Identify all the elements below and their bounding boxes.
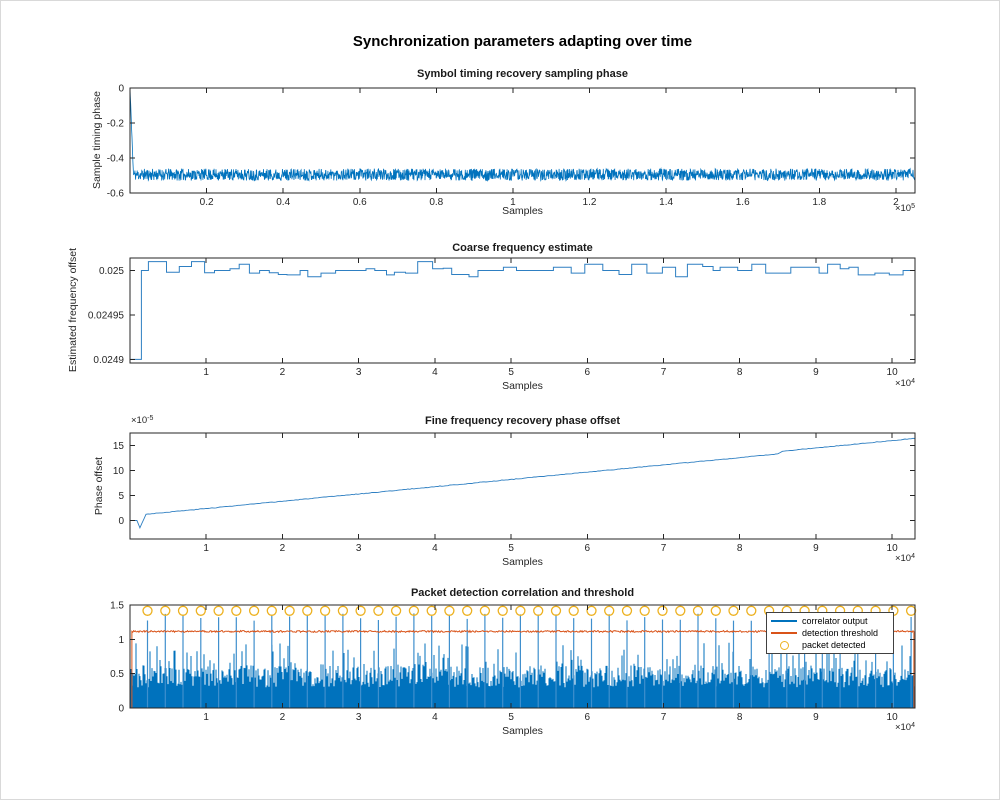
y-axis-label-sample-timing-phase: Sample timing phase: [91, 90, 103, 190]
svg-text:5: 5: [508, 543, 514, 554]
svg-text:15: 15: [113, 441, 125, 452]
legend-row-detection-threshold: detection threshold: [769, 627, 891, 639]
exponent-base: ×10: [131, 415, 148, 426]
exponent-power: 4: [911, 377, 915, 385]
legend-row-correlator-output: correlator output: [769, 615, 891, 627]
svg-text:0: 0: [118, 516, 124, 527]
svg-text:3: 3: [356, 367, 362, 378]
svg-text:9: 9: [813, 712, 819, 723]
y-axis-label-estimated-frequency-offset: Estimated frequency offset: [67, 247, 79, 373]
svg-text:1: 1: [203, 367, 209, 378]
svg-text:2: 2: [893, 197, 899, 208]
chart-title-packet-detection: Packet detection correlation and thresho…: [410, 587, 635, 599]
svg-text:1: 1: [203, 712, 209, 723]
svg-text:0.5: 0.5: [110, 669, 124, 680]
packet-marker-icon: [779, 640, 789, 650]
legend-label: packet detected: [802, 640, 866, 650]
svg-text:0: 0: [118, 84, 124, 95]
svg-text:0.6: 0.6: [353, 197, 367, 208]
exponent-power: -5: [147, 414, 154, 422]
svg-text:8: 8: [737, 367, 743, 378]
svg-text:5: 5: [508, 712, 514, 723]
svg-text:1: 1: [203, 543, 209, 554]
x-axis-label-samples-4: Samples: [502, 725, 543, 737]
svg-text:1: 1: [510, 197, 516, 208]
figure-title: Synchronization parameters adapting over…: [352, 33, 693, 50]
svg-text:4: 4: [432, 367, 438, 378]
svg-text:0.4: 0.4: [276, 197, 290, 208]
y-axis-exponent-3: ×10-5: [131, 414, 154, 427]
svg-text:-0.2: -0.2: [107, 119, 125, 130]
exponent-power: 4: [911, 721, 915, 729]
svg-text:6: 6: [585, 367, 591, 378]
x-axis-label-samples-3: Samples: [502, 556, 543, 568]
x-axis-exponent-3: ×104: [130, 552, 915, 565]
svg-text:0.02495: 0.02495: [88, 310, 125, 321]
x-axis-label-samples-2: Samples: [502, 380, 543, 392]
svg-text:9: 9: [813, 367, 819, 378]
chart-title-fine-frequency: Fine frequency recovery phase offset: [424, 415, 620, 427]
svg-text:3: 3: [356, 543, 362, 554]
exponent-base: ×10: [894, 378, 912, 389]
svg-text:6: 6: [585, 712, 591, 723]
svg-text:7: 7: [661, 367, 667, 378]
svg-text:2: 2: [280, 367, 286, 378]
svg-text:7: 7: [661, 712, 667, 723]
svg-text:3: 3: [356, 712, 362, 723]
x-axis-exponent-2: ×104: [130, 377, 915, 390]
x-axis-label-samples-1: Samples: [502, 205, 543, 217]
svg-text:0: 0: [118, 704, 124, 715]
svg-text:1.6: 1.6: [736, 197, 750, 208]
svg-text:9: 9: [813, 543, 819, 554]
svg-text:2: 2: [280, 712, 286, 723]
svg-text:1.5: 1.5: [110, 601, 124, 612]
svg-text:5: 5: [508, 367, 514, 378]
legend-label: detection threshold: [802, 628, 879, 638]
threshold-line-swatch: [771, 632, 797, 634]
svg-text:1: 1: [118, 635, 124, 646]
svg-text:5: 5: [118, 491, 124, 502]
exponent-base: ×10: [894, 722, 912, 733]
svg-text:0.025: 0.025: [99, 266, 124, 277]
correlator-line-swatch: [771, 620, 797, 622]
svg-text:8: 8: [737, 543, 743, 554]
svg-text:0.0249: 0.0249: [93, 355, 124, 366]
y-axis-label-phase-offset: Phase offset: [93, 456, 105, 516]
svg-text:-0.6: -0.6: [107, 189, 125, 200]
svg-text:1.8: 1.8: [812, 197, 826, 208]
svg-text:0.2: 0.2: [200, 197, 214, 208]
exponent-base: ×10: [894, 203, 912, 214]
svg-text:10: 10: [887, 367, 899, 378]
legend-label: correlator output: [802, 616, 868, 626]
svg-text:10: 10: [887, 543, 899, 554]
svg-text:1.2: 1.2: [583, 197, 597, 208]
svg-text:7: 7: [661, 543, 667, 554]
exponent-power: 5: [911, 202, 915, 210]
exponent-base: ×10: [894, 553, 912, 564]
svg-text:6: 6: [585, 543, 591, 554]
svg-text:10: 10: [887, 712, 899, 723]
x-axis-exponent-1: ×105: [130, 202, 915, 215]
svg-text:-0.4: -0.4: [107, 154, 125, 165]
legend: correlator output detection threshold pa…: [766, 612, 894, 654]
svg-text:10: 10: [113, 466, 125, 477]
svg-text:4: 4: [432, 543, 438, 554]
legend-row-packet-detected: packet detected: [769, 639, 891, 651]
chart-title-coarse-frequency: Coarse frequency estimate: [452, 242, 593, 254]
x-axis-exponent-4: ×104: [130, 721, 915, 734]
svg-text:0.8: 0.8: [429, 197, 443, 208]
exponent-power: 4: [911, 552, 915, 560]
svg-text:2: 2: [280, 543, 286, 554]
svg-text:8: 8: [737, 712, 743, 723]
svg-text:1.4: 1.4: [659, 197, 673, 208]
svg-text:4: 4: [432, 712, 438, 723]
chart-title-symbol-timing: Symbol timing recovery sampling phase: [417, 68, 628, 80]
